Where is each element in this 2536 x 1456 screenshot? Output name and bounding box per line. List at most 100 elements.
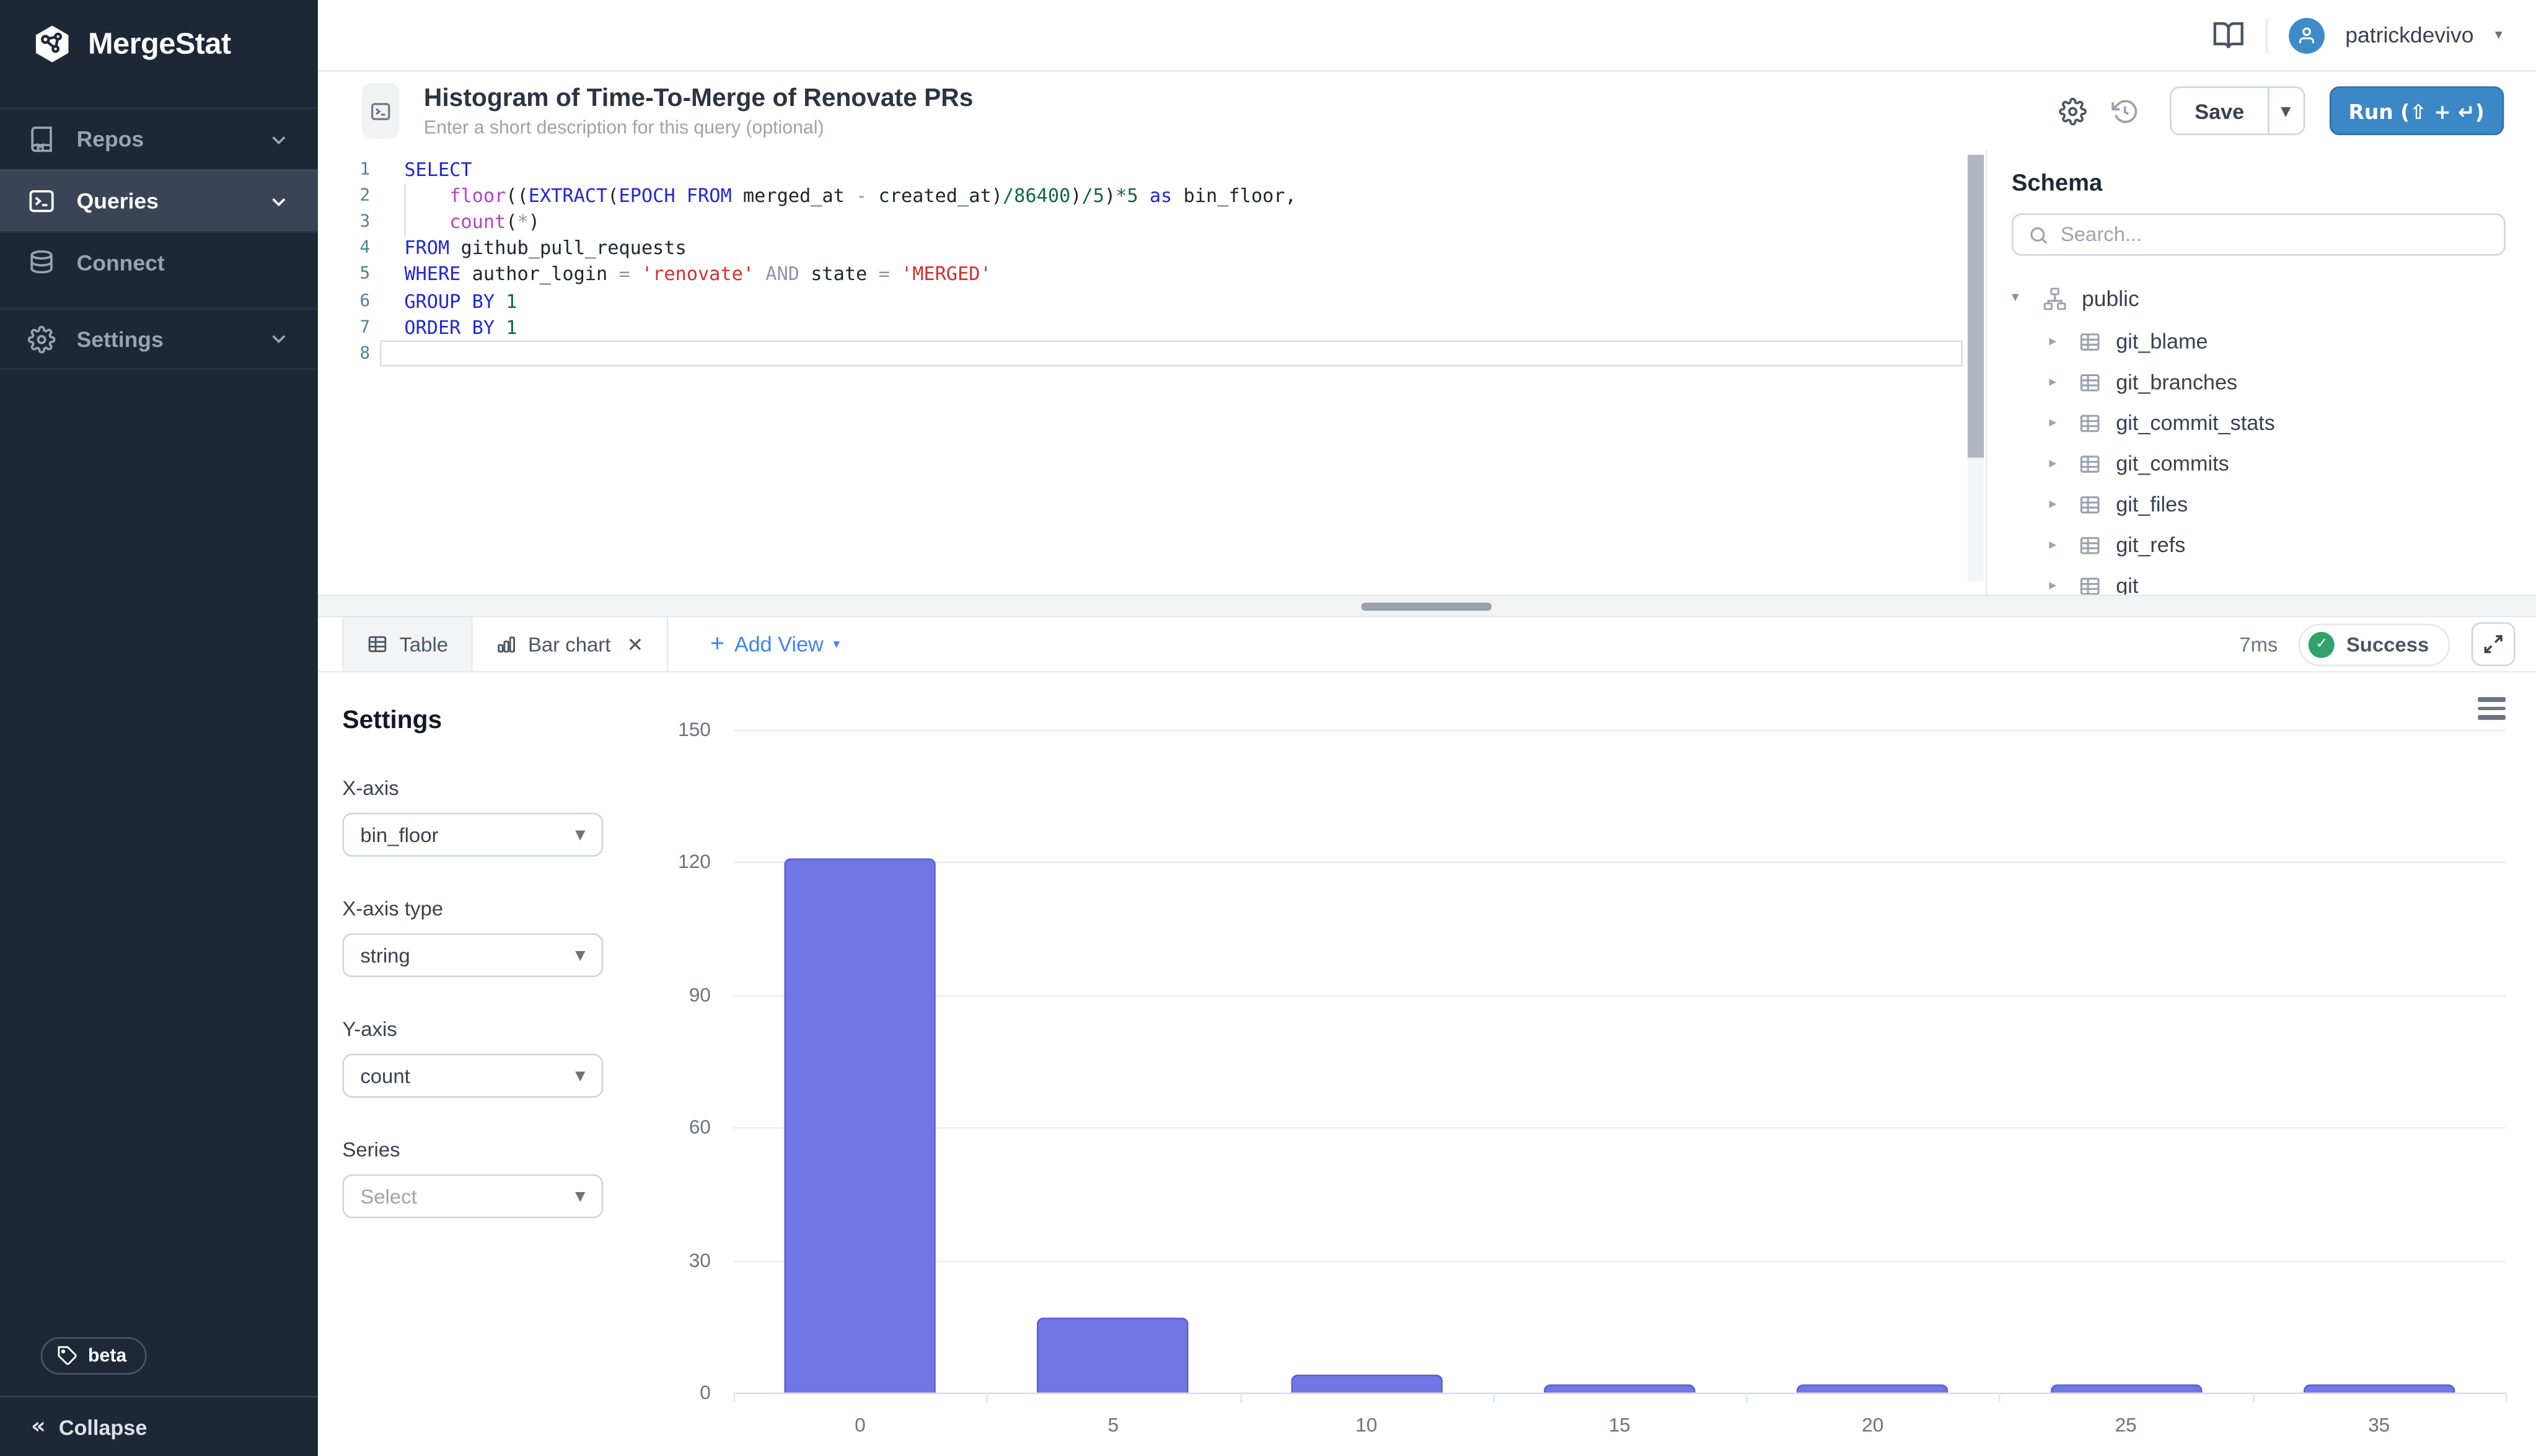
code-line: 1 SELECT: [318, 156, 1986, 182]
splitter-drag-handle[interactable]: [1361, 602, 1492, 611]
table-icon: [2080, 332, 2100, 350]
results-tabs: Table Bar chart ✕ + Add View ▾ 7ms ✓ Succe…: [317, 617, 2536, 673]
collapse-label: Collapse: [58, 1414, 147, 1439]
x-axis-tick-label: 35: [2368, 1413, 2390, 1437]
y-axis-select[interactable]: count ▼: [342, 1053, 604, 1098]
tab-table[interactable]: Table: [342, 617, 473, 672]
tab-bar-chart[interactable]: Bar chart ✕: [472, 617, 668, 672]
save-split-button: Save ▼: [2170, 86, 2305, 136]
x-axis-tick-label: 25: [2115, 1413, 2137, 1437]
results-area: Settings X-axis bin_floor ▼ X-axis type stri…: [317, 672, 2536, 1456]
user-menu-caret-icon[interactable]: ▾: [2494, 27, 2503, 43]
pane-splitter: [317, 594, 2536, 618]
select-caret-icon: ▼: [575, 827, 586, 843]
beta-label: beta: [88, 1346, 127, 1366]
status-label: Success: [2346, 633, 2429, 656]
add-view-button[interactable]: + Add View ▾: [710, 617, 840, 671]
terminal-icon: [28, 187, 56, 215]
x-axis-tick-label: 20: [1862, 1413, 1884, 1437]
close-tab-icon[interactable]: ✕: [627, 633, 644, 656]
caret-right-icon: ▸: [2049, 374, 2057, 390]
database-icon: [28, 249, 56, 277]
code-line: 3 count(*): [318, 209, 1986, 235]
schema-table-row[interactable]: ▸ git_commit_stats: [2012, 402, 2506, 443]
caret-right-icon: ▸: [2049, 496, 2057, 512]
schema-table-label: git_: [2116, 573, 2151, 595]
field-y-axis: Y-axis count ▼: [342, 1018, 635, 1098]
bar-chart: 0 30 60 90 120 150 0 5 10 15 20 25 35: [636, 673, 2536, 1456]
schema-table-row[interactable]: ▸ git_refs: [2012, 524, 2506, 565]
chevron-down-icon: [267, 327, 290, 350]
query-settings-gear-icon[interactable]: [2059, 97, 2087, 125]
fullscreen-button[interactable]: [2471, 622, 2516, 667]
select-caret-icon: ▼: [575, 1188, 586, 1204]
schema-table-row[interactable]: ▸ git_commits: [2012, 443, 2506, 484]
tag-icon: [58, 1346, 77, 1365]
x-axis-type-select[interactable]: string ▼: [342, 933, 604, 978]
status-badge: ✓ Success: [2299, 623, 2450, 665]
sidebar-item-repos[interactable]: Repos: [0, 107, 318, 169]
code-line: 4 FROM github_pull_requests: [318, 235, 1986, 261]
chart-gridline: [733, 1392, 2506, 1395]
line-number: 3: [359, 212, 371, 232]
save-button[interactable]: Save: [2195, 99, 2245, 123]
collapse-button[interactable]: « Collapse: [0, 1395, 318, 1456]
select-caret-icon: ▼: [575, 947, 586, 963]
schema-table-row[interactable]: ▸ git_files: [2012, 484, 2506, 525]
code-line: 6 GROUP BY 1: [318, 287, 1986, 314]
caret-right-icon: ▸: [2049, 577, 2057, 594]
run-status: 7ms ✓ Success: [2239, 617, 2536, 671]
x-axis-tick-label: 10: [1355, 1413, 1378, 1437]
x-axis-select[interactable]: bin_floor ▼: [342, 812, 604, 857]
chart-settings-panel: Settings X-axis bin_floor ▼ X-axis type stri…: [318, 673, 636, 1456]
table-icon: [368, 636, 387, 652]
schema-table-row[interactable]: ▸ git_blame: [2012, 321, 2506, 362]
sql-editor[interactable]: 1 SELECT 2 floor((EXTRACT(EPOCH FROM merge…: [318, 150, 1986, 595]
indent-guide: [404, 183, 406, 235]
x-axis-tick-label: 5: [1107, 1413, 1119, 1437]
docs-book-icon[interactable]: [2212, 19, 2245, 51]
x-axis-tick: [2252, 1392, 2255, 1403]
line-number: 6: [359, 291, 371, 310]
schema-root-public[interactable]: ▾ public: [2012, 279, 2506, 318]
sidebar-item-connect[interactable]: Connect: [0, 231, 318, 293]
run-button[interactable]: Run (⇧ + ↵): [2328, 86, 2504, 136]
table-icon: [2080, 577, 2100, 594]
bar: [1037, 1317, 1189, 1393]
bar: [2303, 1384, 2455, 1393]
code-line: 8: [318, 340, 1986, 366]
user-icon: [2299, 27, 2314, 43]
sidebar: MergeStat Repos Queries Connect Settings be…: [0, 0, 318, 1456]
field-label: Series: [342, 1138, 400, 1162]
save-menu-caret-icon[interactable]: ▼: [2267, 87, 2303, 134]
x-axis-tick: [733, 1392, 736, 1403]
query-history-icon[interactable]: [2111, 97, 2139, 125]
table-icon: [2080, 373, 2100, 391]
x-axis-tick-label: 0: [855, 1413, 866, 1437]
table-icon: [2080, 495, 2100, 513]
chart-gridline: [733, 862, 2506, 864]
chart-gridline: [733, 729, 2506, 732]
query-description-input[interactable]: [423, 118, 1109, 138]
line-number: 8: [359, 343, 371, 363]
schema-search-input[interactable]: [2060, 223, 2490, 246]
main-area: patrickdevivo ▾ Histogram of Time-To-Mer…: [317, 0, 2536, 1456]
y-axis-tick-label: 0: [700, 1381, 711, 1404]
sidebar-item-settings[interactable]: Settings: [0, 307, 318, 370]
schema-table-row[interactable]: ▸ git_: [2012, 565, 2506, 594]
app-name: MergeStat: [88, 26, 231, 61]
editor-scrollbar[interactable]: [1967, 154, 1984, 582]
schema-root-label: public: [2082, 286, 2139, 310]
code-line: 2 floor((EXTRACT(EPOCH FROM merged_at - …: [318, 183, 1986, 209]
chart-gridline: [733, 1260, 2506, 1262]
avatar[interactable]: [2288, 17, 2325, 53]
line-number: 4: [359, 238, 371, 258]
sidebar-item-queries[interactable]: Queries: [0, 169, 318, 232]
chart-menu-icon[interactable]: [2478, 697, 2506, 719]
caret-right-icon: ▸: [2049, 455, 2057, 472]
schema-table-row[interactable]: ▸ git_branches: [2012, 362, 2506, 403]
series-select[interactable]: Select ▼: [342, 1174, 604, 1219]
query-terminal-icon: [361, 83, 400, 139]
editor-scrollbar-thumb[interactable]: [1967, 154, 1984, 458]
username[interactable]: patrickdevivo: [2345, 22, 2474, 48]
